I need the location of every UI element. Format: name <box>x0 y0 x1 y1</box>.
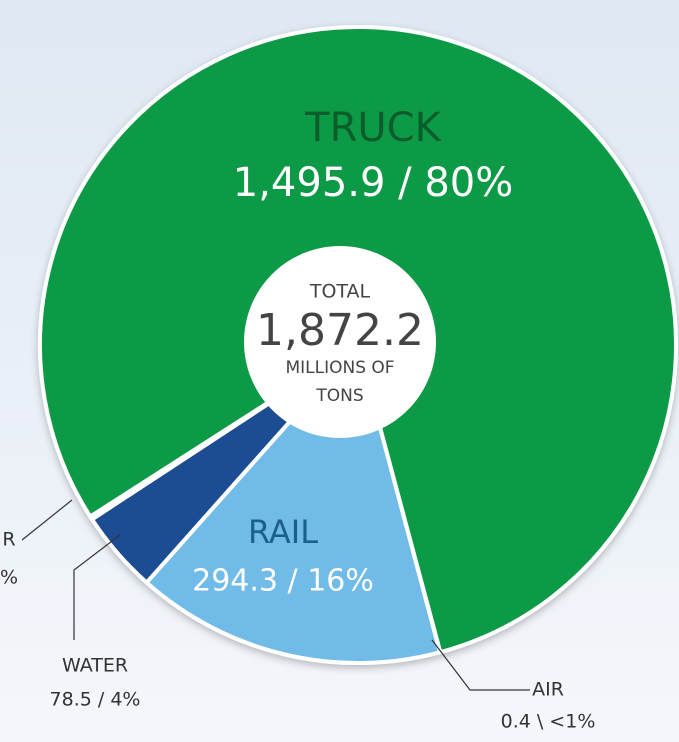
leader-line <box>73 534 121 640</box>
total-value: 1,872.2 <box>256 305 424 356</box>
total-label: TOTAL <box>309 281 371 303</box>
slice-value-label: 0.4 \ <1% <box>501 711 596 733</box>
leader-line <box>21 499 73 541</box>
slice-value-label: % <box>0 567 18 589</box>
labels: AIR 0.4 \ <1% RAIL 294.3 / 16% WATER 78.5 / 4… <box>0 105 595 733</box>
slice-name: AIR <box>532 679 564 701</box>
slice-value-label: 78.5 / 4% <box>50 689 141 711</box>
slice-name: R <box>2 529 15 551</box>
slice-name: TRUCK <box>304 105 442 151</box>
slice-name: RAIL <box>248 513 318 551</box>
leader-line <box>431 639 530 691</box>
slice-value-label: 294.3 / 16% <box>192 564 374 599</box>
center-disk <box>244 246 436 438</box>
slice-value-label: 1,495.9 / 80% <box>233 160 514 206</box>
slice-name: WATER <box>62 655 128 677</box>
total-unit: TONS <box>315 386 363 406</box>
total-unit: MILLIONS OF <box>285 358 394 378</box>
